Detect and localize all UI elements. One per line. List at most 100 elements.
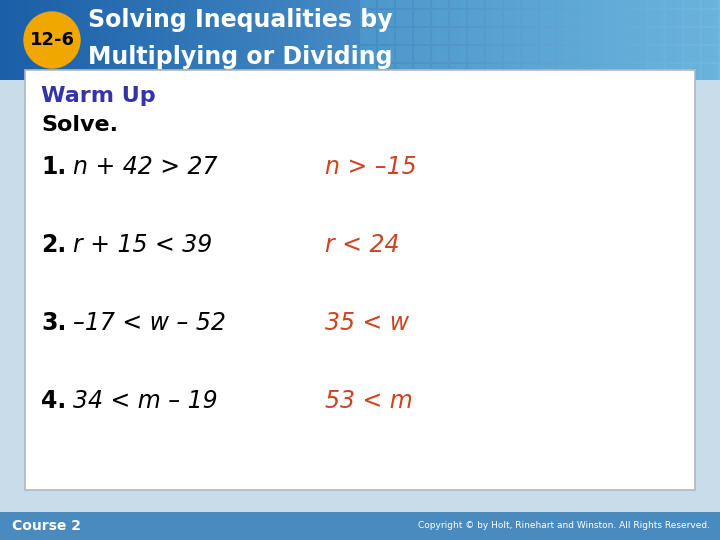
Text: 2.: 2.: [41, 233, 66, 257]
Bar: [630, 46, 646, 62]
Bar: [504, 10, 520, 26]
Bar: [576, 46, 592, 62]
Bar: [540, 0, 556, 8]
Bar: [468, 0, 484, 8]
Bar: [378, 64, 394, 80]
Bar: [486, 64, 502, 80]
Bar: [414, 64, 430, 80]
Text: Course 2: Course 2: [12, 519, 81, 533]
Bar: [576, 0, 592, 8]
Bar: [522, 64, 538, 80]
Bar: [468, 46, 484, 62]
Bar: [414, 0, 430, 8]
Text: 35 < w: 35 < w: [325, 311, 409, 335]
Text: n > –15: n > –15: [325, 155, 417, 179]
Bar: [594, 28, 610, 44]
Bar: [702, 46, 718, 62]
Bar: [540, 46, 556, 62]
Text: n + 42 > 27: n + 42 > 27: [73, 155, 217, 179]
Bar: [648, 0, 664, 8]
Bar: [360, 64, 376, 80]
Bar: [378, 10, 394, 26]
Bar: [522, 28, 538, 44]
Bar: [648, 64, 664, 80]
Text: 34 < m – 19: 34 < m – 19: [73, 389, 217, 413]
Bar: [360, 0, 376, 8]
Text: Multiplying or Dividing: Multiplying or Dividing: [88, 45, 392, 69]
Bar: [666, 0, 682, 8]
Bar: [396, 0, 412, 8]
FancyBboxPatch shape: [25, 70, 695, 490]
Bar: [630, 64, 646, 80]
Bar: [666, 28, 682, 44]
Bar: [630, 10, 646, 26]
Bar: [576, 10, 592, 26]
Bar: [414, 46, 430, 62]
Bar: [396, 10, 412, 26]
Bar: [432, 0, 448, 8]
Text: 3.: 3.: [41, 311, 66, 335]
Bar: [414, 28, 430, 44]
Bar: [540, 28, 556, 44]
Text: Copyright © by Holt, Rinehart and Winston. All Rights Reserved.: Copyright © by Holt, Rinehart and Winsto…: [418, 522, 710, 530]
Bar: [702, 28, 718, 44]
Bar: [0, 512, 720, 540]
Text: 53 < m: 53 < m: [325, 389, 413, 413]
Bar: [450, 10, 466, 26]
Text: r + 15 < 39: r + 15 < 39: [73, 233, 212, 257]
Bar: [630, 28, 646, 44]
Bar: [522, 0, 538, 8]
Circle shape: [24, 12, 80, 68]
Text: Solving Inequalities by: Solving Inequalities by: [88, 8, 392, 32]
Bar: [558, 10, 574, 26]
Bar: [486, 46, 502, 62]
Bar: [378, 0, 394, 8]
Bar: [468, 64, 484, 80]
Bar: [432, 46, 448, 62]
Bar: [594, 0, 610, 8]
Bar: [378, 28, 394, 44]
Bar: [450, 28, 466, 44]
Bar: [612, 64, 628, 80]
Bar: [540, 64, 556, 80]
Bar: [630, 0, 646, 8]
Bar: [396, 64, 412, 80]
Bar: [612, 46, 628, 62]
Bar: [648, 10, 664, 26]
Bar: [702, 0, 718, 8]
Bar: [558, 28, 574, 44]
Bar: [486, 0, 502, 8]
Text: 12-6: 12-6: [30, 31, 74, 49]
Bar: [684, 10, 700, 26]
Bar: [468, 28, 484, 44]
Bar: [540, 10, 556, 26]
Bar: [450, 0, 466, 8]
Bar: [558, 46, 574, 62]
Bar: [486, 28, 502, 44]
Bar: [684, 28, 700, 44]
Bar: [396, 46, 412, 62]
Bar: [702, 64, 718, 80]
Bar: [594, 46, 610, 62]
Bar: [648, 28, 664, 44]
Bar: [450, 64, 466, 80]
Bar: [612, 10, 628, 26]
Text: 4.: 4.: [41, 389, 66, 413]
Bar: [684, 64, 700, 80]
Bar: [432, 10, 448, 26]
Bar: [684, 46, 700, 62]
Bar: [414, 10, 430, 26]
Bar: [360, 46, 376, 62]
Bar: [360, 28, 376, 44]
Bar: [396, 28, 412, 44]
Bar: [666, 10, 682, 26]
Bar: [576, 64, 592, 80]
Bar: [594, 64, 610, 80]
Bar: [666, 64, 682, 80]
Bar: [432, 28, 448, 44]
Bar: [360, 10, 376, 26]
Bar: [612, 0, 628, 8]
Bar: [612, 28, 628, 44]
Bar: [522, 46, 538, 62]
Bar: [522, 10, 538, 26]
